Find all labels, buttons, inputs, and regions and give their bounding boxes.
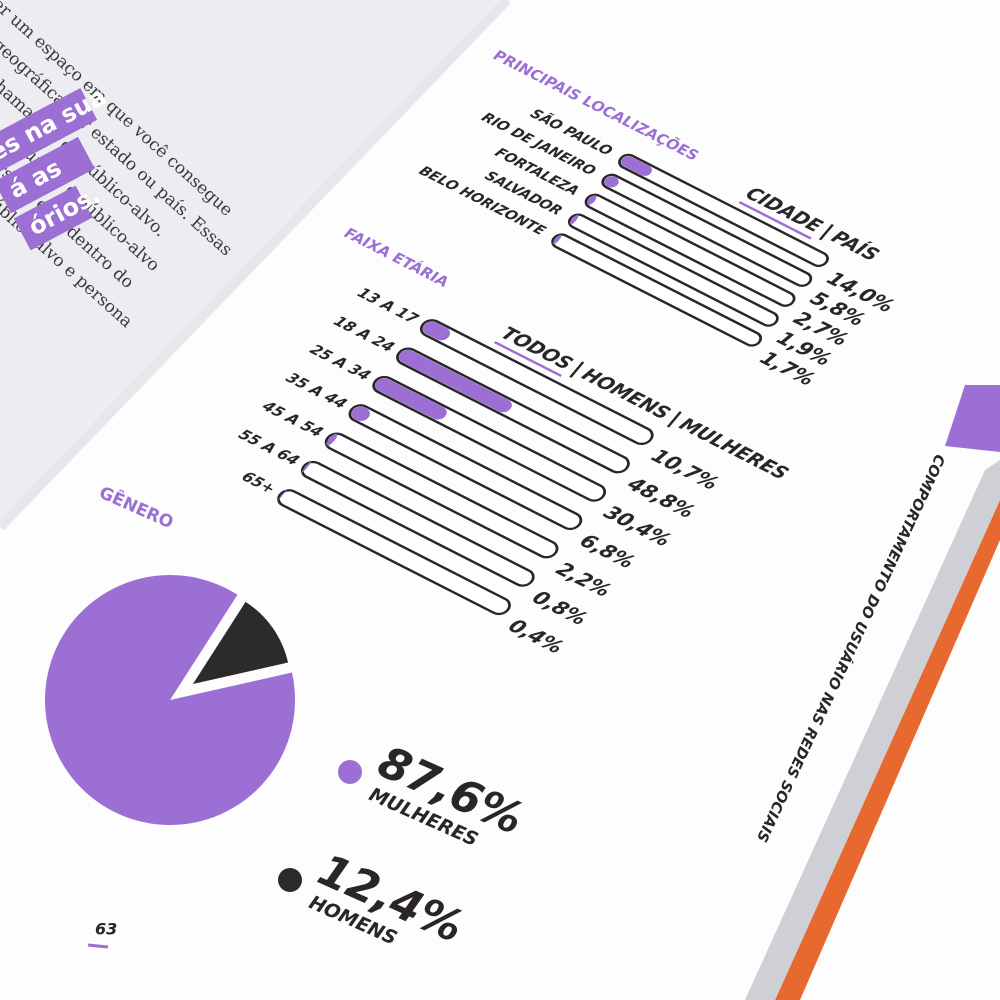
pie-slice — [45, 575, 295, 825]
bar-track — [584, 193, 796, 307]
filter-underline — [493, 341, 563, 377]
bar — [621, 156, 652, 176]
pie-slice — [192, 601, 289, 684]
legend-dot — [338, 760, 362, 784]
bar-track — [419, 319, 654, 446]
bar — [375, 378, 447, 420]
bar-track — [324, 432, 559, 559]
highlight-box — [0, 88, 98, 177]
highlight-box — [0, 136, 95, 214]
page-number-underline — [87, 943, 109, 949]
filter-separator — [666, 411, 682, 428]
bar-track — [551, 233, 763, 347]
bar — [422, 321, 451, 341]
bar-track — [567, 213, 779, 327]
bar — [399, 349, 512, 413]
bar — [326, 433, 338, 446]
bar — [277, 489, 288, 501]
page-stack — [745, 460, 1000, 1000]
page-number: 63 — [95, 920, 117, 939]
highlight-box — [13, 185, 93, 251]
section-tab — [945, 385, 1000, 452]
bar — [569, 214, 579, 225]
bar-track — [601, 173, 813, 287]
bar — [552, 234, 562, 245]
filter-underline — [738, 201, 812, 240]
bar — [586, 195, 597, 205]
bar-track — [618, 153, 829, 267]
bar-track — [348, 404, 583, 531]
filter-separator — [818, 223, 834, 241]
filter-separator — [569, 361, 585, 378]
bar — [351, 406, 370, 421]
gutter — [0, 0, 511, 531]
bar-track — [300, 460, 535, 587]
legend-dot — [278, 868, 302, 892]
bar-track — [277, 489, 511, 616]
bar — [301, 461, 312, 473]
bar — [604, 176, 619, 188]
